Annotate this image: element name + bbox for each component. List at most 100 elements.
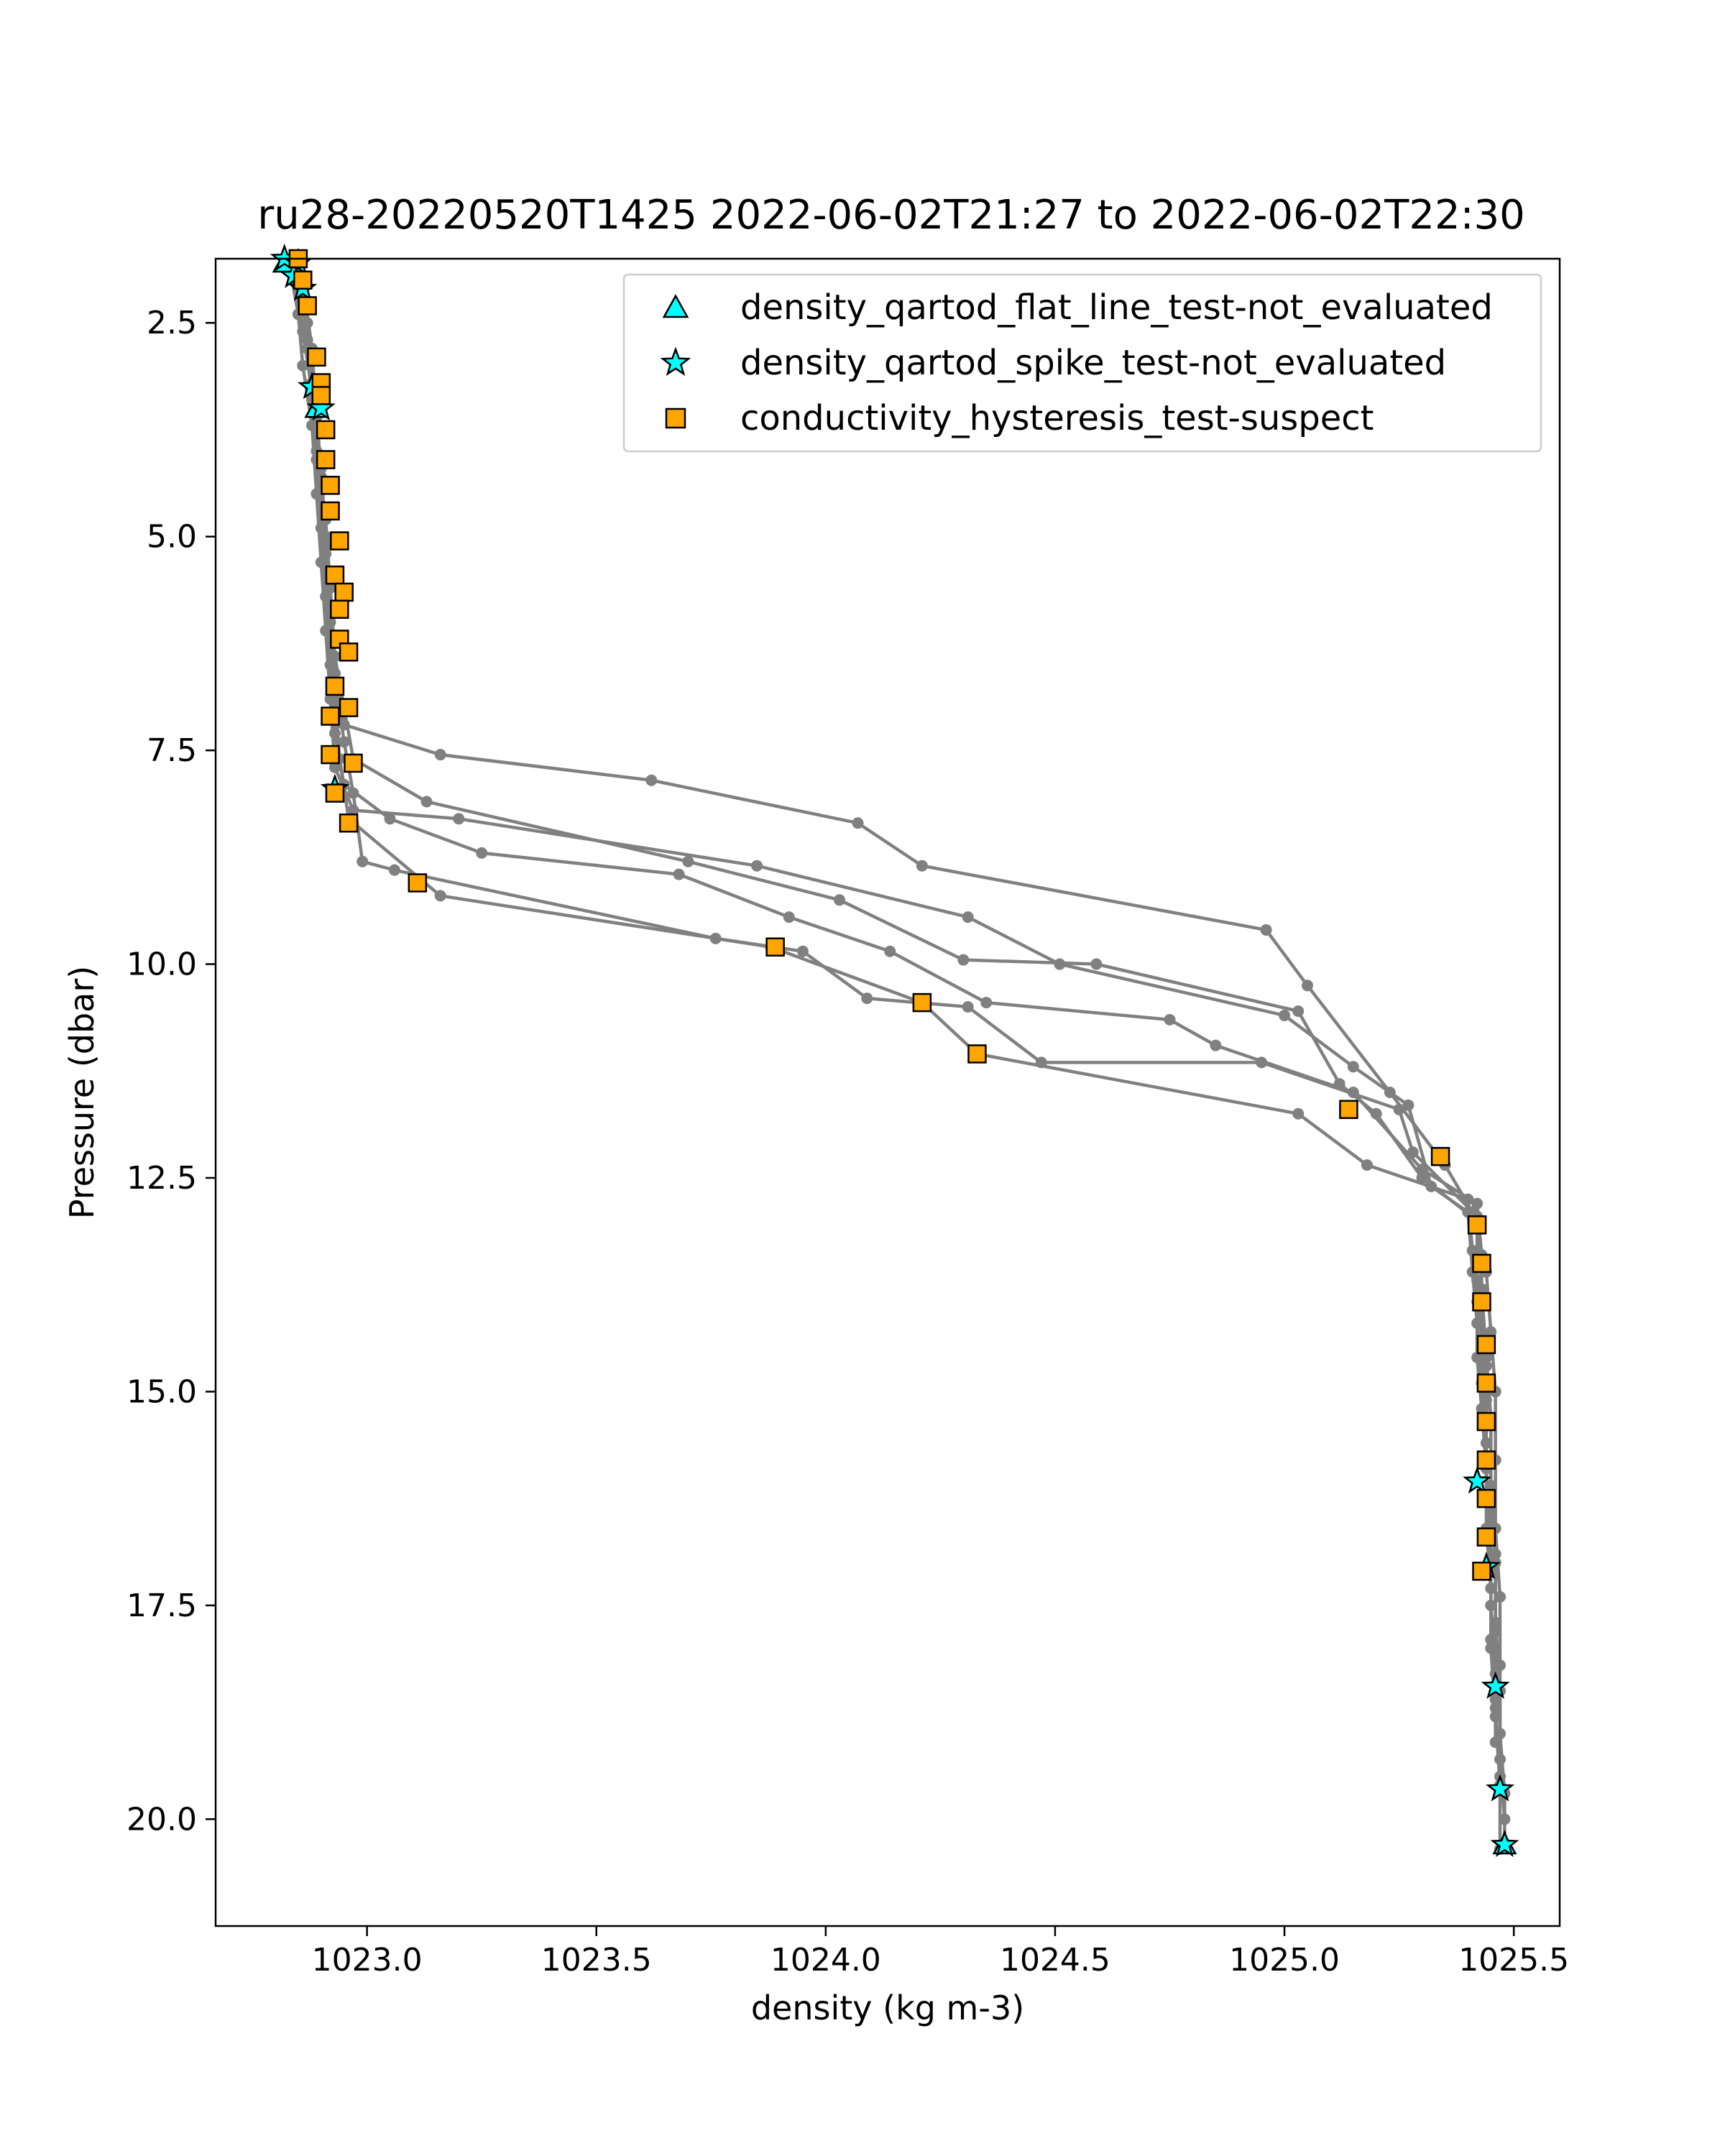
profile-point — [962, 1001, 974, 1013]
profile-point — [476, 847, 488, 859]
star-marker — [1486, 1774, 1515, 1802]
star-marker — [1481, 1671, 1510, 1699]
legend-triangle-marker — [662, 294, 689, 318]
profile-point — [1361, 1159, 1373, 1171]
square-marker — [1476, 1488, 1496, 1508]
y-tick-label: 5.0 — [147, 519, 197, 556]
square-marker — [1472, 1292, 1491, 1312]
square-marker — [330, 531, 349, 550]
y-tick-label: 15.0 — [126, 1373, 197, 1410]
y-tick-label: 12.5 — [126, 1160, 197, 1197]
square-marker — [307, 347, 326, 367]
plot-frame — [214, 257, 1561, 1927]
square-marker — [339, 813, 359, 833]
profile-point — [833, 894, 845, 906]
square-marker — [321, 706, 340, 726]
chart-title: ru28-20220520T1425 2022-06-02T21:27 to 2… — [257, 192, 1524, 239]
profile-point — [957, 954, 970, 966]
square-marker — [325, 783, 345, 803]
x-tick-label: 1023.5 — [541, 1942, 652, 1978]
profile-point — [453, 813, 465, 825]
profile-point — [1476, 1403, 1488, 1415]
square-marker — [298, 296, 317, 315]
y-tick-label: 10.0 — [126, 946, 197, 983]
profile-point — [1462, 1193, 1474, 1205]
square-marker — [967, 1044, 987, 1064]
legend: density_qartod_flat_line_test-not_evalua… — [622, 273, 1542, 453]
profile-point — [645, 774, 658, 786]
profile-point — [1090, 958, 1103, 970]
profile-point — [1292, 1005, 1305, 1017]
x-tick-label: 1025.5 — [1458, 1942, 1569, 1978]
profile-point — [1471, 1197, 1484, 1210]
legend-label: density_qartod_flat_line_test-not_evalua… — [740, 287, 1493, 328]
profile-point — [980, 997, 993, 1009]
square-marker — [1476, 1450, 1496, 1470]
star-marker — [1463, 1466, 1492, 1494]
profile-point — [1489, 1710, 1501, 1723]
y-tick-label: 20.0 — [126, 1801, 197, 1838]
profile-point — [884, 945, 896, 957]
square-marker — [321, 501, 340, 521]
square-marker — [912, 992, 932, 1013]
profile-point — [1279, 1009, 1291, 1021]
legend-box — [622, 273, 1542, 453]
square-marker — [330, 599, 349, 619]
square-marker — [1476, 1373, 1496, 1393]
x-tick-label: 1025.0 — [1229, 1942, 1340, 1978]
profile-point — [1210, 1039, 1222, 1051]
profile-point — [1260, 923, 1272, 936]
profile-point — [1485, 1583, 1497, 1595]
x-axis: 1023.0 1023.5 1024.0 1024.5 1025.0 1025.5 — [312, 1926, 1569, 1978]
square-marker — [339, 698, 359, 717]
profile-point — [338, 736, 350, 748]
legend-label: density_qartod_spike_test-not_evaluated — [740, 343, 1446, 383]
profile-point — [783, 911, 795, 923]
profile-point — [1471, 1351, 1484, 1363]
y-tick-label: 17.5 — [126, 1588, 197, 1624]
profile-point — [796, 945, 809, 957]
square-marker — [408, 873, 428, 893]
square-marker — [316, 450, 336, 469]
square-marker — [321, 476, 340, 495]
profile-point — [852, 817, 864, 829]
profile-point — [356, 855, 369, 867]
square-marker — [1476, 1335, 1496, 1355]
profile-point — [347, 787, 359, 799]
profile-point — [1485, 1326, 1497, 1338]
legend-square-marker — [665, 407, 686, 429]
profile-point — [1301, 980, 1313, 992]
x-tick-label: 1023.0 — [312, 1942, 423, 1978]
y-axis-label: Pressure (dbar) — [63, 966, 101, 1219]
square-marker — [1476, 1411, 1496, 1432]
square-marker — [344, 753, 363, 773]
profile-point — [673, 868, 685, 880]
profile-line — [287, 262, 1502, 1777]
square-marker — [316, 420, 336, 440]
profile-line — [292, 267, 1497, 1700]
profile-point — [1054, 958, 1066, 970]
legend-label: conductivity_hysteresis_test-suspect — [740, 398, 1374, 438]
square-marker — [1339, 1100, 1358, 1120]
square-marker — [1476, 1527, 1496, 1547]
profile-point — [1347, 1061, 1359, 1073]
square-marker — [325, 565, 345, 585]
profile-point — [1393, 1103, 1405, 1115]
square-marker — [765, 937, 785, 957]
profile-point — [420, 796, 433, 808]
x-tick-label: 1024.0 — [770, 1942, 881, 1978]
profile-point — [384, 813, 396, 825]
square-marker — [1467, 1215, 1487, 1235]
profile-point — [434, 890, 446, 902]
profile-point — [1256, 1056, 1268, 1069]
profile-point — [861, 992, 873, 1005]
profile-point — [324, 616, 336, 628]
x-axis-label: density (kg m-3) — [751, 1989, 1024, 2027]
profile-point — [962, 911, 974, 923]
profile-line — [301, 280, 1502, 1849]
profile-point — [1292, 1107, 1305, 1120]
square-marker — [1472, 1562, 1491, 1581]
square-marker — [339, 642, 359, 662]
profile-point — [682, 855, 694, 867]
